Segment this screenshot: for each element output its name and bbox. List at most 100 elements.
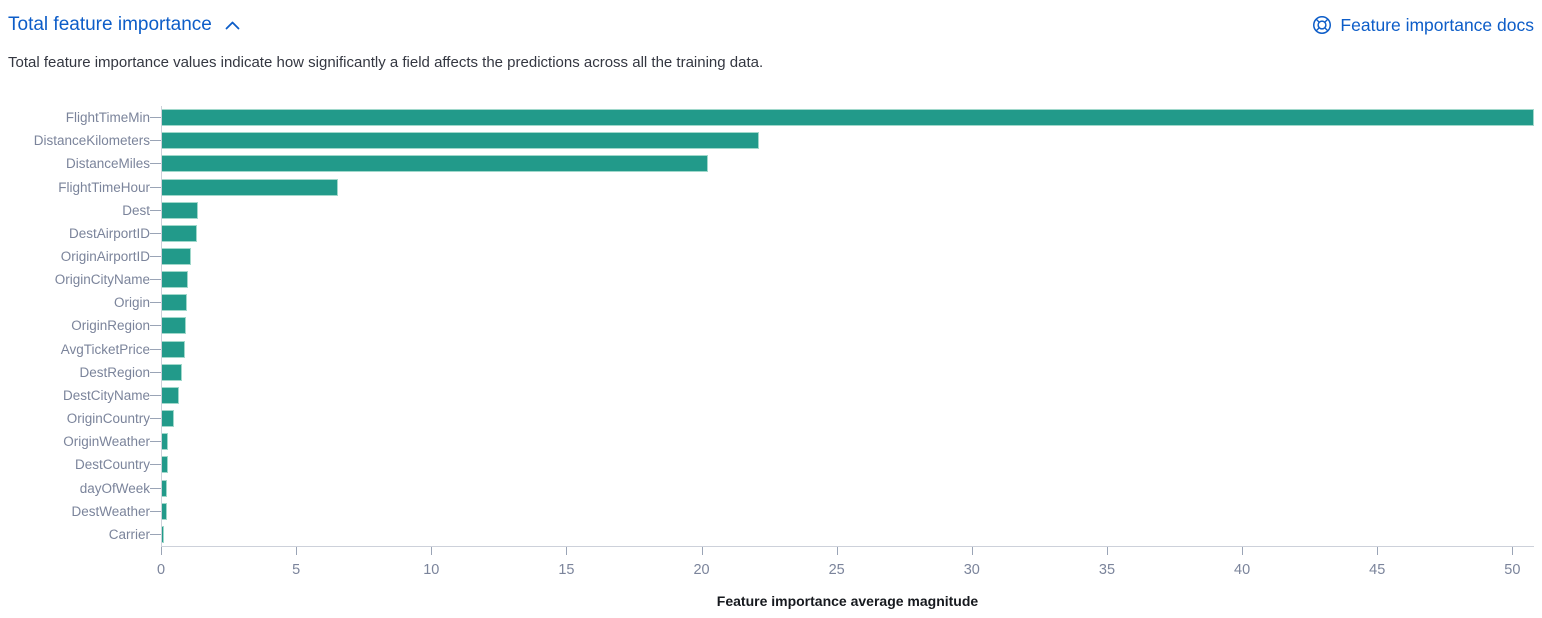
bar-row: Origin bbox=[8, 291, 1534, 315]
feature-importance-bar bbox=[162, 294, 188, 312]
y-axis-tick bbox=[150, 510, 161, 512]
lifering-help-icon bbox=[1312, 15, 1332, 35]
y-axis-tick bbox=[150, 464, 161, 466]
y-axis-tick bbox=[150, 348, 161, 350]
y-axis-tick bbox=[150, 140, 161, 142]
bar-row: OriginRegion bbox=[8, 314, 1534, 338]
plot-cell bbox=[161, 244, 1534, 269]
plot-cell bbox=[161, 198, 1534, 222]
feature-importance-bar bbox=[162, 178, 338, 196]
y-axis-tick bbox=[150, 325, 161, 327]
x-axis-tick-label: 5 bbox=[292, 561, 301, 578]
docs-link-label: Feature importance docs bbox=[1340, 15, 1534, 35]
feature-importance-bar bbox=[162, 132, 759, 150]
y-axis-label: AvgTicketPrice bbox=[60, 341, 150, 357]
y-axis-label: Carrier bbox=[108, 526, 150, 542]
x-axis-tick-label: 20 bbox=[693, 561, 710, 578]
plot-cell bbox=[161, 522, 1534, 546]
plot-cell bbox=[161, 129, 1534, 153]
feature-importance-bar bbox=[162, 248, 192, 266]
x-axis: 0 5 10 15 20 25 30 35 40 45 50 bbox=[157, 545, 1534, 586]
y-axis-tick bbox=[150, 279, 161, 281]
x-axis-tick bbox=[1512, 546, 1514, 555]
bar-row: DestCityName bbox=[8, 383, 1534, 408]
x-axis-tick bbox=[836, 546, 838, 555]
plot-cell bbox=[161, 314, 1534, 338]
x-axis-tick-label: 10 bbox=[423, 561, 440, 578]
x-axis-tick-label: 25 bbox=[828, 561, 845, 578]
bar-row: FlightTimeMin bbox=[8, 106, 1534, 130]
y-axis-label: FlightTimeHour bbox=[58, 179, 150, 195]
y-axis-label: Origin bbox=[113, 295, 150, 311]
feature-importance-bar bbox=[162, 433, 169, 451]
feature-importance-bar bbox=[162, 271, 188, 289]
x-axis-tick-label: 35 bbox=[1098, 561, 1116, 578]
plot-cell bbox=[161, 476, 1534, 500]
feature-importance-bar bbox=[162, 109, 1534, 127]
y-axis-tick bbox=[150, 487, 161, 489]
feature-importance-bar bbox=[162, 340, 185, 358]
x-axis-tick bbox=[566, 546, 568, 555]
y-axis-tick bbox=[150, 186, 161, 188]
bar-row: DistanceKilometers bbox=[8, 129, 1534, 153]
bar-row: DestRegion bbox=[8, 360, 1534, 384]
y-axis-label: DestRegion bbox=[79, 364, 150, 380]
feature-importance-bar bbox=[162, 363, 182, 381]
bar-row: Dest bbox=[8, 198, 1534, 222]
feature-importance-bar bbox=[162, 479, 168, 497]
x-axis-tick-label: 30 bbox=[963, 561, 980, 578]
y-axis-label: DestAirportID bbox=[68, 225, 150, 241]
x-axis-tick-label: 50 bbox=[1504, 561, 1521, 578]
y-axis-tick bbox=[150, 256, 161, 258]
feature-importance-bar bbox=[162, 317, 187, 335]
y-axis-tick bbox=[150, 117, 161, 119]
y-axis-tick bbox=[150, 441, 161, 443]
feature-importance-bar bbox=[162, 456, 168, 474]
bar-row: DistanceMiles bbox=[8, 152, 1534, 176]
feature-importance-bar bbox=[162, 155, 708, 173]
x-axis-tick bbox=[1106, 546, 1108, 555]
y-axis-label: Dest bbox=[122, 202, 150, 218]
y-axis-label: DestWeather bbox=[71, 503, 150, 519]
bar-row: DestWeather bbox=[8, 499, 1534, 523]
x-axis-tick bbox=[1242, 546, 1244, 555]
bar-row: DestCountry bbox=[8, 453, 1534, 477]
plot-cell bbox=[161, 407, 1534, 431]
bar-row: OriginAirportID bbox=[8, 244, 1534, 269]
feature-importance-bar bbox=[162, 386, 179, 404]
plot-cell bbox=[161, 291, 1534, 315]
bar-row: OriginCityName bbox=[8, 268, 1534, 292]
x-axis-tick-label: 0 bbox=[156, 561, 166, 578]
y-axis-tick bbox=[150, 302, 161, 304]
x-axis-title: Feature importance average magnitude bbox=[716, 592, 979, 609]
plot-cell bbox=[161, 337, 1534, 361]
x-axis-tick bbox=[1377, 546, 1379, 555]
x-axis-tick bbox=[431, 546, 433, 555]
plot-cell bbox=[161, 152, 1534, 176]
x-axis-tick bbox=[971, 546, 973, 555]
plot-cell bbox=[161, 175, 1534, 199]
feature-importance-bar bbox=[162, 502, 167, 520]
y-axis-tick bbox=[150, 371, 161, 373]
y-axis-label: OriginCountry bbox=[66, 411, 150, 427]
y-axis-label: DestCityName bbox=[62, 387, 150, 403]
y-axis-tick bbox=[150, 209, 161, 211]
feature-importance-bar bbox=[162, 525, 165, 543]
x-axis-tick-label: 15 bbox=[558, 561, 575, 578]
bar-row: OriginWeather bbox=[8, 430, 1534, 454]
bar-row: AvgTicketPrice bbox=[8, 337, 1534, 361]
y-axis-label: DistanceKilometers bbox=[33, 133, 150, 149]
plot-cell bbox=[161, 383, 1534, 408]
y-axis-label: dayOfWeek bbox=[79, 480, 150, 496]
accordion-toggle-total-feature-importance[interactable]: Total feature importance bbox=[8, 13, 241, 37]
y-axis-label: OriginAirportID bbox=[60, 249, 150, 265]
feature-importance-docs-link[interactable]: Feature importance docs bbox=[1312, 13, 1534, 37]
feature-importance-bar bbox=[162, 224, 198, 242]
y-axis-label: OriginRegion bbox=[71, 318, 150, 334]
y-axis-tick bbox=[150, 394, 161, 396]
y-axis-tick bbox=[150, 533, 161, 535]
y-axis-label: FlightTimeMin bbox=[65, 110, 150, 126]
bar-row: FlightTimeHour bbox=[8, 175, 1534, 199]
y-axis-tick bbox=[150, 418, 161, 420]
